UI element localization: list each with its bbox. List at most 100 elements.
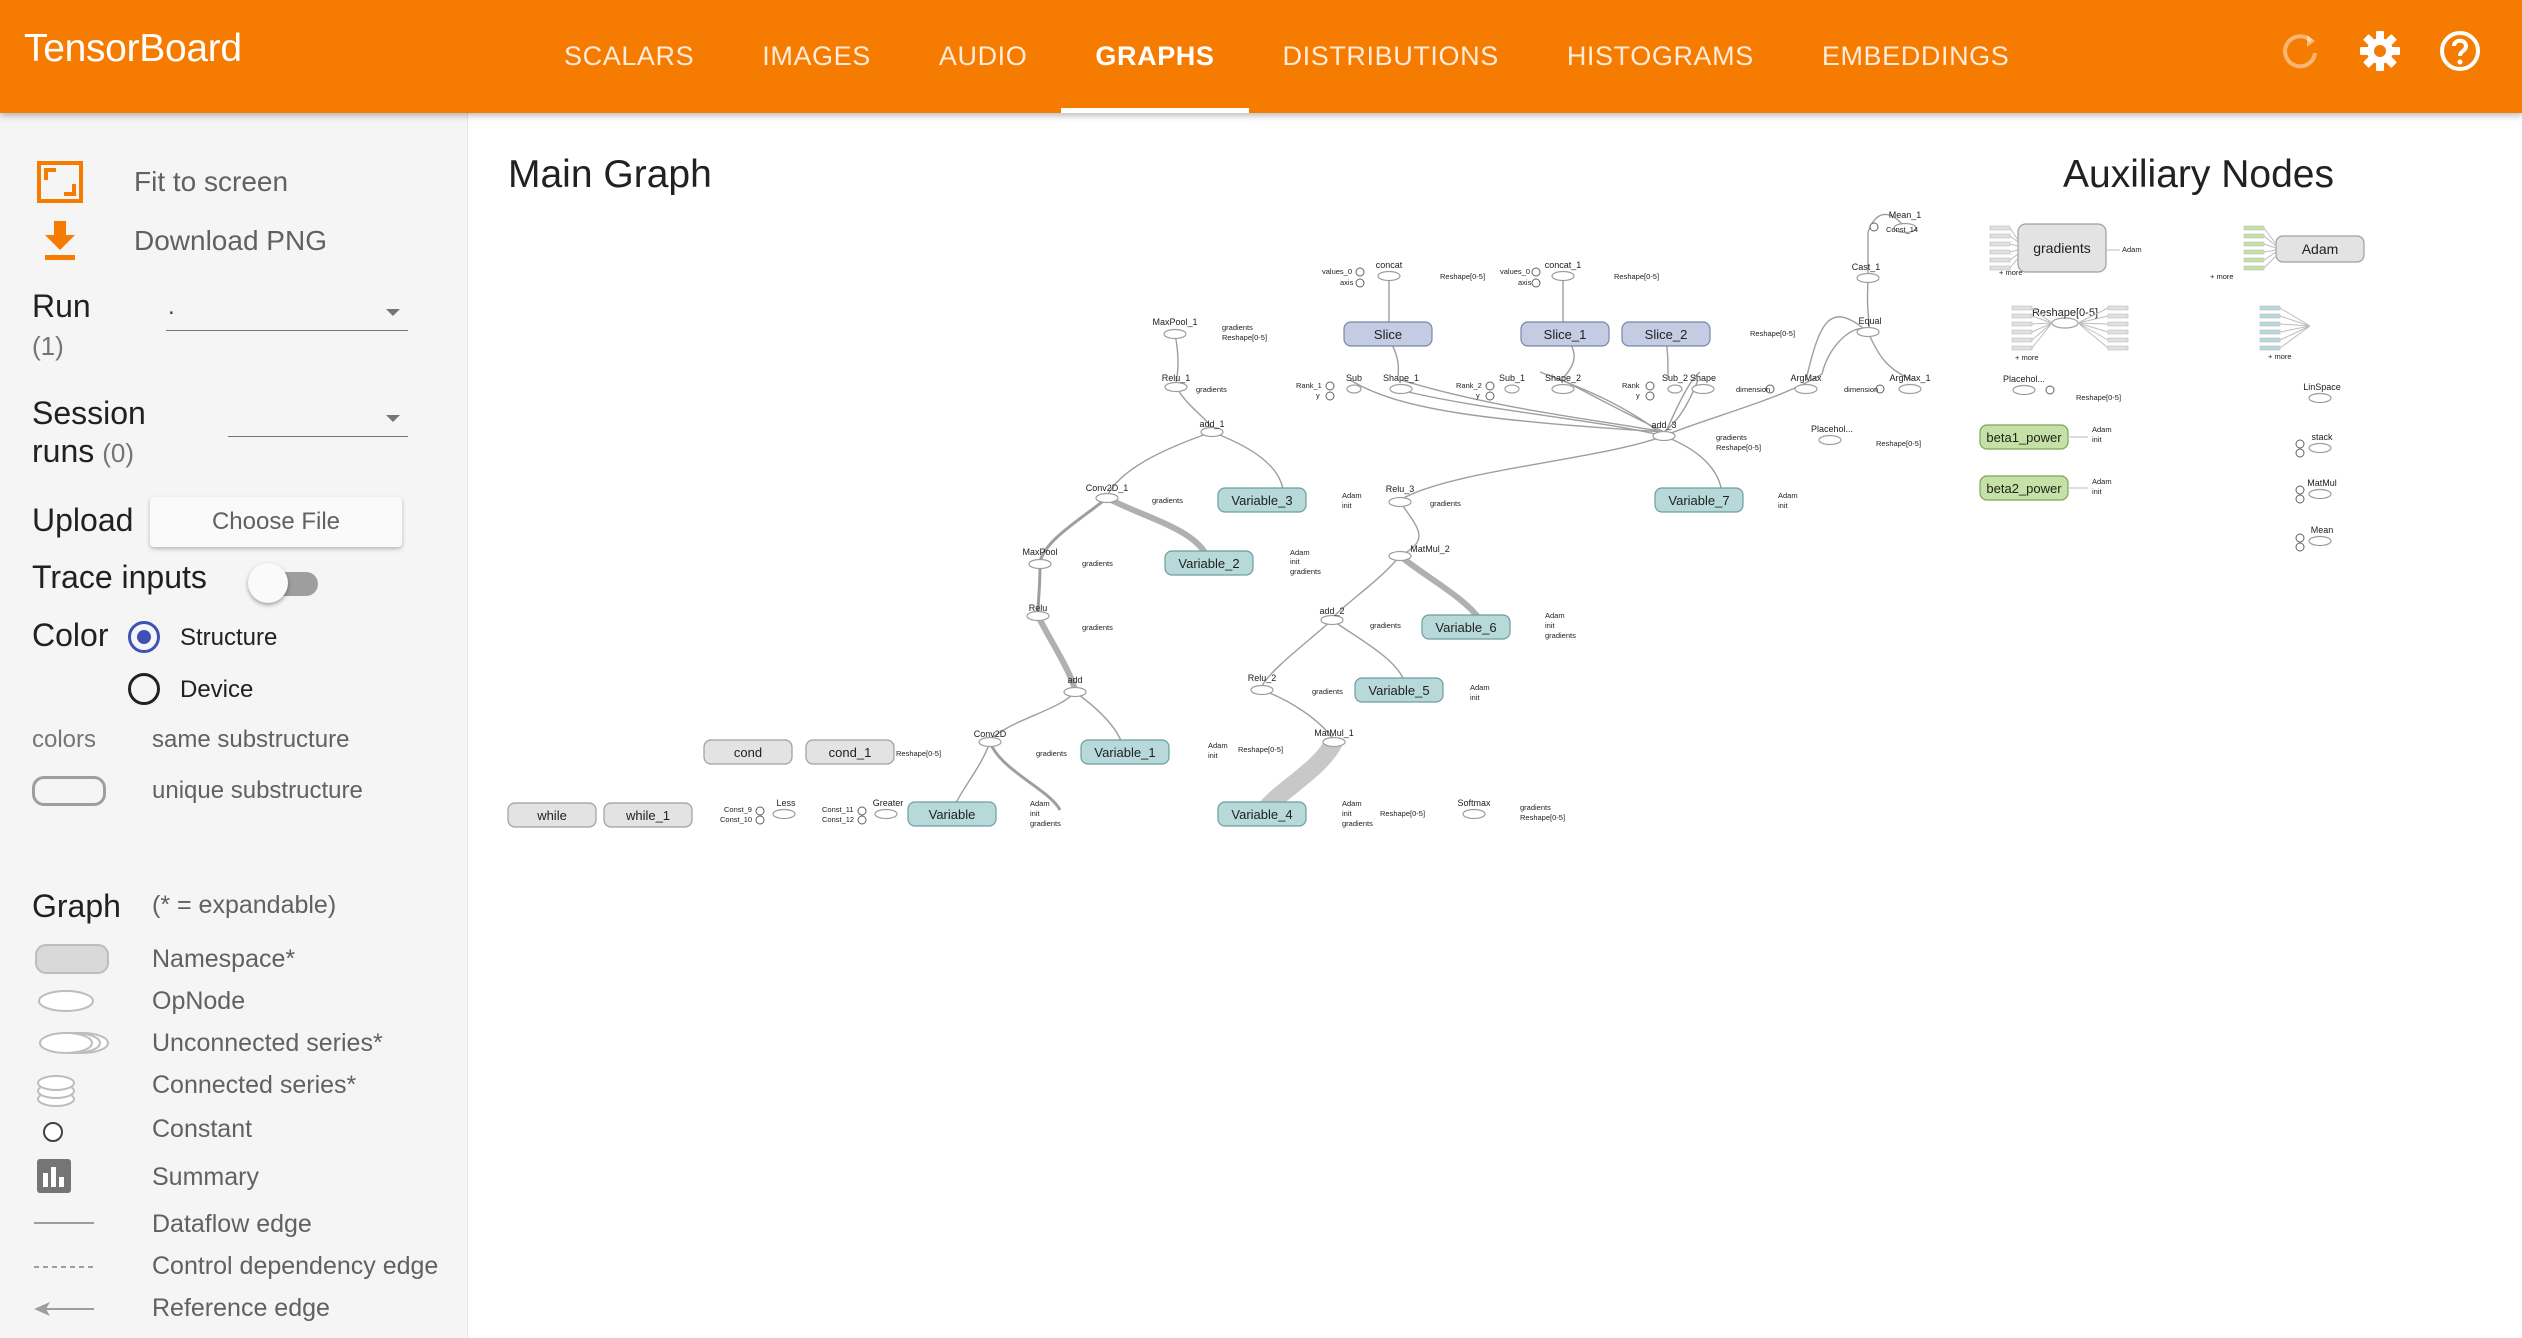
namespace-while[interactable]: while [507,802,597,828]
tab-histograms[interactable]: HISTOGRAMS [1566,41,1754,71]
svg-text:Placehol...: Placehol... [2003,374,2045,384]
op-stack: stack [2308,432,2333,454]
svg-text:Relu_1: Relu_1 [1162,373,1191,383]
node-variable[interactable]: Variable [907,801,997,827]
svg-text:init: init [1342,809,1353,818]
color-device-label: Device [180,676,254,703]
node-beta2-power[interactable]: beta2_power [1979,475,2069,501]
svg-text:dimension: dimension [1844,385,1878,394]
op-less: Less [772,798,796,820]
node-variable-2[interactable]: Variable_2 [1164,550,1254,576]
op-placeholder: Placehol... [1811,424,1853,446]
svg-text:Const_14: Const_14 [1886,225,1918,234]
tab-audio[interactable]: AUDIO [938,41,1028,71]
svg-text:dimension: dimension [1736,385,1770,394]
svg-text:Adam: Adam [1545,611,1565,620]
svg-text:Relu_2: Relu_2 [1248,673,1277,683]
constant-icon [43,1122,63,1142]
op-maxpool-1: MaxPool_1 [1152,317,1198,340]
tab-distributions[interactable]: DISTRIBUTIONS [1282,41,1499,71]
svg-text:cond: cond [734,745,762,760]
svg-text:Const_12: Const_12 [822,815,854,824]
tab-embeddings[interactable]: EMBEDDINGS [1821,41,2010,71]
svg-text:Adam: Adam [2122,245,2142,254]
connected-series-icon [37,1075,75,1107]
svg-text:MatMul_2: MatMul_2 [1410,544,1450,554]
colors-label: colors [32,726,97,753]
session-runs-dropdown[interactable] [228,397,408,437]
graph-legend-title: Graph [32,888,121,924]
svg-text:MatMul: MatMul [2307,478,2337,488]
namespace-gradients[interactable]: gradients [2017,223,2107,273]
op-shape: Shape [1690,373,1716,395]
node-variable-4[interactable]: Variable_4 [1217,801,1307,827]
graph-edges [951,213,1913,816]
refresh-icon[interactable] [2276,27,2324,75]
svg-text:Cast_1: Cast_1 [1852,262,1881,272]
svg-text:Conv2D_1: Conv2D_1 [1086,483,1129,493]
namespace-while-1[interactable]: while_1 [603,802,693,828]
run-label: Run [32,288,91,324]
trace-inputs-label: Trace inputs [32,559,207,595]
svg-text:gradients: gradients [1545,631,1576,640]
graph-legend-symbols [34,944,109,1316]
node-slice-2[interactable]: Slice_2 [1621,321,1711,347]
node-variable-1[interactable]: Variable_1 [1080,739,1170,765]
namespace-cond[interactable]: cond [703,739,793,765]
tab-graphs[interactable]: GRAPHS [1061,0,1249,113]
op-add: add [1063,675,1087,698]
svg-text:Reshape[0-5]: Reshape[0-5] [1440,272,1485,281]
graph-small-labels: gradients Reshape[0-5] gradients gradien… [720,225,2292,828]
node-variable-7[interactable]: Variable_7 [1654,487,1744,513]
svg-text:gradients: gradients [1312,687,1343,696]
node-variable-6[interactable]: Variable_6 [1421,614,1511,640]
sidebar: Fit to screen Download PNG Run (1) . Ses… [0,113,468,1338]
svg-text:LinSpace: LinSpace [2303,382,2341,392]
session-runs-label: Session [32,395,146,431]
run-value: . [168,293,175,320]
node-slice-1[interactable]: Slice_1 [1520,321,1610,347]
svg-text:gradients: gradients [1520,803,1551,812]
unconnected-series-icon [39,1032,109,1054]
svg-text:Rank_1: Rank_1 [1296,381,1322,390]
node-slice[interactable]: Slice [1343,321,1433,347]
svg-text:add_1: add_1 [1199,419,1224,429]
choose-file-button[interactable]: Choose File [150,497,402,547]
help-icon[interactable] [2436,27,2484,75]
svg-text:Equal: Equal [1858,316,1881,326]
svg-text:Variable_5: Variable_5 [1368,683,1429,698]
op-concat: concat [1376,260,1403,282]
svg-text:beta1_power: beta1_power [1986,430,2062,445]
svg-text:Slice_1: Slice_1 [1544,327,1587,342]
op-shape-1: Shape_1 [1383,373,1419,395]
svg-text:gradients: gradients [1030,819,1061,828]
download-png-button[interactable]: Download PNG [42,219,327,263]
trace-inputs-toggle[interactable] [248,561,322,605]
run-dropdown[interactable]: . [166,291,408,331]
graph-namespaces: while while_1 cond cond_1 Variable Varia… [507,223,2365,828]
chevron-down-icon [386,309,400,316]
svg-text:Variable_1: Variable_1 [1094,745,1155,760]
namespace-cond-1[interactable]: cond_1 [805,739,895,765]
svg-text:concat: concat [1376,260,1403,270]
settings-icon[interactable] [2356,27,2404,75]
svg-text:init: init [1470,693,1481,702]
color-structure-radio[interactable] [128,621,160,653]
svg-text:+ more: + more [1999,268,2023,277]
tab-scalars[interactable]: SCALARS [564,41,695,71]
svg-text:Reshape[0-5]: Reshape[0-5] [1222,333,1267,342]
node-beta1-power[interactable]: beta1_power [1979,424,2069,450]
tab-images[interactable]: IMAGES [762,41,871,71]
svg-text:Rank_2: Rank_2 [1456,381,1482,390]
node-variable-5[interactable]: Variable_5 [1354,677,1444,703]
svg-text:Adam: Adam [1342,799,1362,808]
node-variable-3[interactable]: Variable_3 [1217,487,1307,513]
op-matmul: MatMul [2307,478,2337,500]
svg-text:Reshape[0-5]: Reshape[0-5] [1614,272,1659,281]
fit-to-screen-button[interactable]: Fit to screen [36,160,288,204]
svg-text:Adam: Adam [2302,241,2339,257]
namespace-adam[interactable]: Adam [2275,235,2365,263]
svg-text:stack: stack [2311,432,2333,442]
color-device-radio[interactable] [128,673,160,705]
